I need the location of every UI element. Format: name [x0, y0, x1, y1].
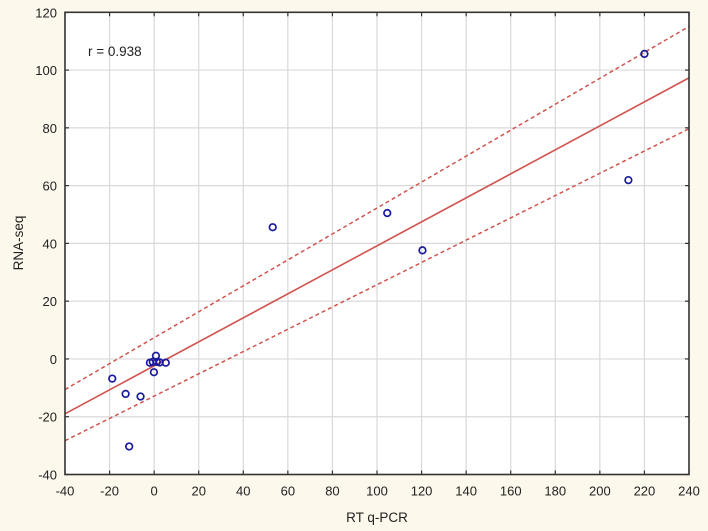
y-tick-label: 20: [43, 294, 57, 309]
fit-line: [64, 77, 690, 415]
y-tick-label: 0: [50, 352, 57, 367]
data-points: [108, 49, 649, 451]
x-tick-label: 220: [634, 484, 656, 499]
data-point: [640, 49, 649, 59]
y-tick-label: 100: [35, 63, 57, 78]
x-tick-label: 120: [411, 484, 433, 499]
y-tick-label: 60: [43, 179, 57, 194]
confidence-band: [64, 25, 690, 442]
x-tick-label: 80: [325, 484, 339, 499]
y-tick-label: -40: [38, 468, 57, 483]
y-tick-label: 40: [43, 236, 57, 251]
data-point: [418, 246, 427, 255]
data-point: [121, 389, 130, 399]
x-tick-label: 200: [589, 484, 611, 499]
gridlines: [65, 12, 689, 475]
x-tick-label: -40: [56, 484, 75, 499]
data-point: [161, 358, 170, 367]
x-tick-label: 40: [236, 484, 250, 499]
y-tick-label: 80: [43, 121, 57, 136]
x-tick-label: 20: [191, 484, 205, 499]
confidence-upper-line: [64, 25, 690, 391]
regression-line: [64, 77, 690, 415]
data-point: [108, 374, 117, 383]
plot-frame: [64, 11, 690, 476]
x-tick-label: 160: [500, 484, 522, 499]
x-tick-label: 240: [678, 484, 700, 499]
x-tick-label: 140: [455, 484, 477, 499]
x-tick-label: 60: [281, 484, 295, 499]
x-tick-labels: -40 -20 0 20 40 60 80 100 120 140 160 180 200 220 240: [56, 484, 700, 499]
data-point: [149, 368, 159, 377]
data-point: [125, 442, 134, 451]
x-tick-label: 180: [544, 484, 566, 499]
y-tick-labels: -40 -20 0 20 40 60 80 100 120: [35, 5, 57, 482]
x-axis-title: RT q-PCR: [346, 510, 408, 525]
data-point: [268, 223, 277, 232]
x-tick-label: 100: [366, 484, 388, 499]
data-point: [136, 392, 145, 401]
x-tick-label: -20: [100, 484, 119, 499]
y-tick-label: -20: [38, 410, 57, 425]
correlation-annotation: r = 0.938: [88, 44, 142, 59]
y-tick-label: 120: [35, 5, 57, 20]
x-tick-label: 0: [151, 484, 158, 499]
y-axis-title: RNA-seq: [11, 216, 26, 271]
data-point: [383, 208, 392, 218]
confidence-lower-line: [64, 128, 690, 442]
data-point: [624, 175, 633, 185]
